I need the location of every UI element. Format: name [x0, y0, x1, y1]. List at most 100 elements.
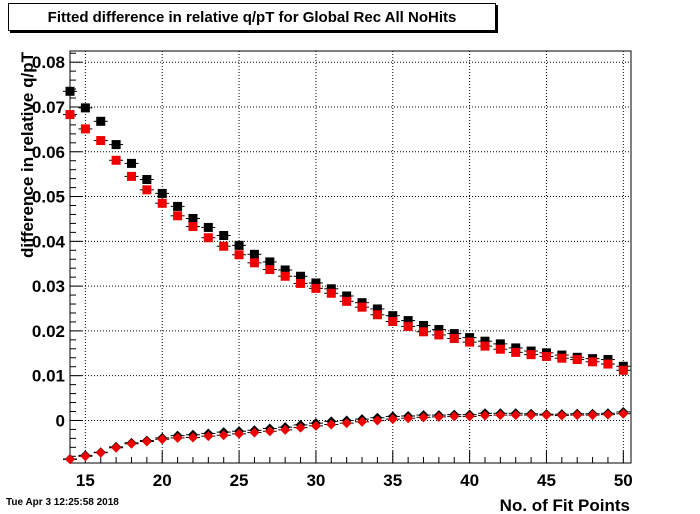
data-point-diamond	[479, 410, 490, 421]
data-point-square	[234, 250, 244, 260]
data-point-square	[465, 337, 475, 347]
data-point-square	[188, 222, 198, 232]
x-tick-label: 40	[460, 471, 479, 490]
data-point-diamond	[587, 410, 598, 421]
data-point-square	[234, 240, 244, 250]
data-point-diamond	[65, 454, 75, 465]
data-point-diamond	[372, 415, 383, 426]
data-point-square	[80, 124, 90, 134]
data-point-square	[526, 350, 536, 360]
data-point-square	[203, 222, 213, 232]
data-point-square	[65, 86, 75, 96]
data-point-square	[249, 249, 259, 259]
data-point-diamond	[510, 410, 521, 421]
data-point-square	[495, 344, 505, 354]
data-point-square	[265, 265, 275, 275]
data-point-square	[403, 321, 413, 331]
data-point-diamond	[464, 411, 475, 422]
data-point-square	[280, 265, 290, 275]
x-tick-label: 45	[537, 471, 556, 490]
x-tick-label: 50	[614, 471, 633, 490]
y-tick-label: 0.04	[32, 232, 66, 251]
x-tick-label: 35	[383, 471, 402, 490]
data-point-diamond	[418, 412, 429, 423]
data-point-diamond	[357, 416, 368, 427]
plot-frame	[69, 50, 632, 464]
data-point-diamond	[618, 408, 629, 419]
chart-title: Fitted difference in relative q/pT for G…	[47, 9, 457, 26]
data-point-square	[388, 311, 398, 321]
data-point-diamond	[495, 410, 506, 421]
data-point-square	[188, 213, 198, 223]
data-point-diamond	[556, 410, 567, 421]
y-tick-label: 0.02	[32, 322, 65, 341]
axes	[69, 50, 632, 464]
data-point-square	[126, 158, 136, 168]
data-point-square	[311, 283, 321, 293]
data-point-square	[342, 291, 352, 301]
y-tick-label: 0.01	[32, 367, 65, 386]
data-point-square	[495, 339, 505, 349]
data-point-square	[372, 310, 382, 320]
data-point-diamond	[126, 438, 137, 449]
data-point-square	[173, 201, 183, 211]
data-point-diamond	[172, 432, 183, 443]
data-point-square	[480, 341, 490, 351]
data-point-diamond	[326, 419, 337, 430]
data-point-square	[434, 325, 444, 335]
x-tick-label: 15	[76, 471, 95, 490]
data-point-square	[111, 140, 121, 150]
x-tick-label: 30	[306, 471, 325, 490]
data-point-square	[326, 288, 336, 298]
data-point-square	[296, 271, 306, 281]
data-point-diamond	[95, 447, 106, 458]
data-point-square	[449, 334, 459, 344]
data-point-diamond	[602, 409, 613, 420]
data-point-square	[65, 110, 75, 120]
x-tick-label: 20	[153, 471, 172, 490]
data-point-square	[480, 336, 490, 346]
y-tick-label: 0.08	[32, 53, 65, 72]
data-point-square	[249, 258, 259, 268]
data-point-square	[419, 321, 429, 331]
data-point-diamond	[249, 427, 260, 438]
data-point-square	[541, 351, 551, 361]
data-point-diamond	[387, 414, 398, 425]
y-tick-label: 0.06	[32, 143, 65, 162]
data-point-diamond	[403, 413, 414, 424]
axis-ticks: 15 20 25 30 35 40 45 50 0 0.01 0.02 0.03 0.04 0.05 0.0…	[32, 52, 633, 490]
data-point-diamond	[80, 451, 91, 462]
data-point-square	[157, 198, 167, 208]
data-point-square	[419, 327, 429, 337]
data-point-diamond	[264, 426, 275, 437]
y-tick-label: 0.03	[32, 277, 65, 296]
data-point-square	[280, 271, 290, 281]
data-point-diamond	[295, 422, 306, 433]
data-point-square	[357, 302, 367, 312]
data-point-diamond	[526, 410, 537, 421]
data-point-diamond	[157, 434, 168, 445]
data-point-square	[96, 136, 106, 146]
data-point-square	[511, 347, 521, 357]
data-point-square	[449, 329, 459, 339]
data-point-square	[126, 171, 136, 181]
data-point-square	[265, 257, 275, 267]
x-axis-title: No. of Fit Points	[500, 496, 630, 514]
data-point-square	[342, 296, 352, 306]
data-point-square	[219, 241, 229, 251]
data-point-square	[372, 304, 382, 314]
data-point-square	[588, 357, 598, 367]
x-tick-label: 25	[230, 471, 249, 490]
data-point-diamond	[280, 424, 291, 435]
data-point-square	[142, 175, 152, 185]
data-point-diamond	[218, 430, 229, 441]
data-point-diamond	[141, 436, 152, 447]
data-point-square	[388, 316, 398, 326]
data-point-square	[80, 103, 90, 113]
data-point-square	[173, 211, 183, 221]
data-point-square	[142, 185, 152, 195]
data-point-diamond	[541, 410, 552, 421]
data-point-diamond	[341, 418, 352, 429]
data-point-diamond	[449, 411, 460, 422]
data-point-diamond	[203, 431, 214, 442]
